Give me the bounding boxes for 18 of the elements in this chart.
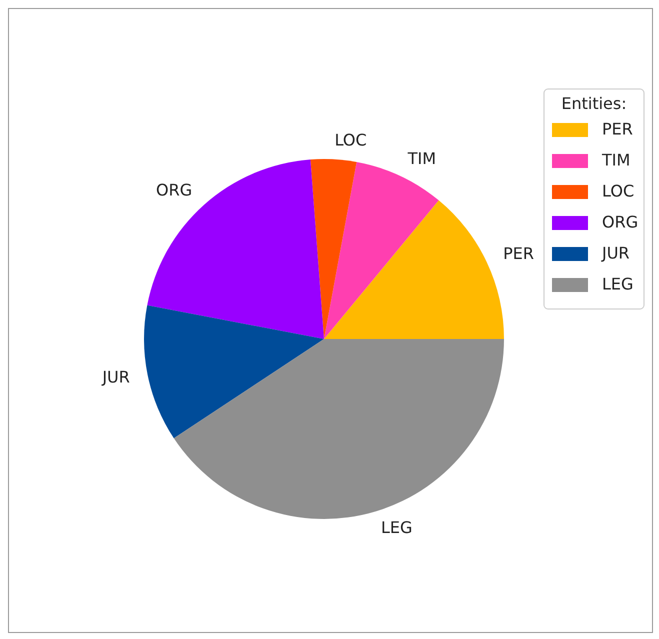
pie-slice <box>147 160 324 339</box>
legend-label: PER <box>602 119 633 138</box>
slice-label: LOC <box>334 130 367 150</box>
legend-label: TIM <box>601 150 630 170</box>
legend-label: ORG <box>602 212 638 232</box>
legend-label: LOC <box>602 181 634 200</box>
legend-label: JUR <box>601 243 630 262</box>
slice-label: ORG <box>156 180 192 200</box>
slice-label: TIM <box>406 148 436 168</box>
pie-slice <box>174 339 504 519</box>
legend-label: LEG <box>602 274 634 294</box>
slice-label: PER <box>503 244 534 264</box>
slice-label: JUR <box>101 367 130 386</box>
slice-label: LEG <box>381 518 412 537</box>
pie-slice <box>310 159 357 339</box>
pie-slice <box>144 305 324 438</box>
pie-slice <box>324 200 504 339</box>
legend-title: Entities: <box>561 94 627 113</box>
